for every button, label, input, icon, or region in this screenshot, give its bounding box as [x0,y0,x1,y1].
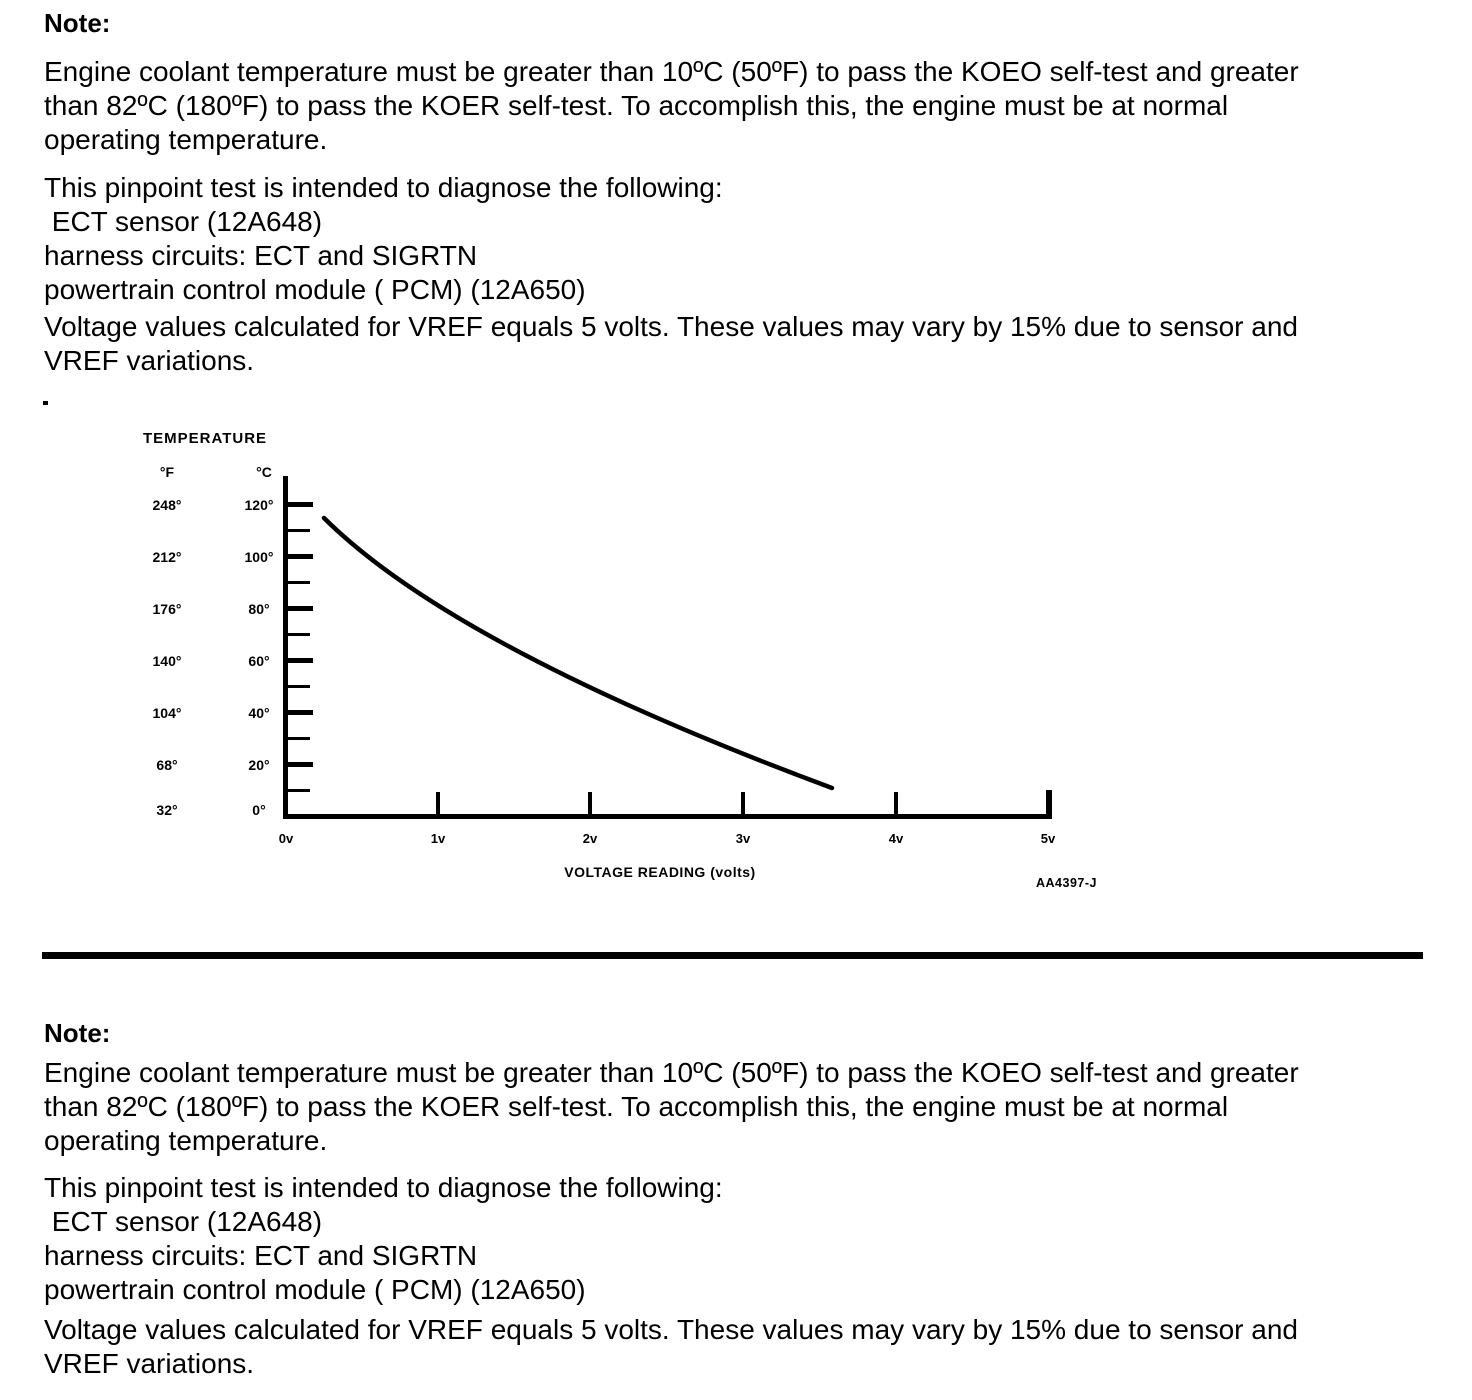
y-tick-label-f: 176° [152,601,182,617]
y-tick-label-c: 120° [244,497,274,513]
paragraph-vref-values: Voltage values calculated for VREF equal… [44,311,1298,376]
paragraph-coolant-temperature: Engine coolant temperature must be great… [44,1057,1299,1156]
paragraph-coolant-temperature: Engine coolant temperature must be great… [44,56,1299,155]
fahrenheit-axis-header: °F [159,464,175,480]
y-tick-label-f: 140° [152,653,182,669]
y-tick-label-f: 248° [152,497,182,513]
chart-title: TEMPERATURE [143,430,268,447]
y-tick-label-c: 100° [244,549,274,565]
y-tick-label-c: 0° [252,802,266,818]
y-tick-label-c: 40° [248,705,270,721]
stray-mark [43,401,48,405]
paragraph-vref-values: Voltage values calculated for VREF equal… [44,1314,1298,1379]
x-tick-label: 5v [1040,831,1056,846]
figure-code: AA4397-J [1036,876,1097,890]
ect-sensor-curve [321,515,835,791]
paragraph-pinpoint-diagnose: This pinpoint test is intended to diagno… [44,172,723,305]
paragraph-pinpoint-diagnose: This pinpoint test is intended to diagno… [44,1172,723,1305]
y-tick-label-f: 212° [152,549,182,565]
y-tick-label-f: 104° [152,705,182,721]
axes [283,476,1052,819]
x-tick-label: 4v [888,831,904,846]
section-divider [42,952,1423,959]
x-ticks [436,790,1052,814]
note-heading: Note: [44,1018,111,1048]
x-axis-label: VOLTAGE READING (volts) [564,864,756,880]
x-axis-line [283,814,1052,819]
y-tick-label-c: 80° [248,601,270,617]
x-tick-label: 1v [430,831,446,846]
y-axis-line [283,476,288,819]
x-tick-label: 2v [582,831,598,846]
celsius-axis-header: °C [256,464,272,480]
y-tick-label-c: 60° [248,653,270,669]
y-major-ticks [288,502,313,767]
x-tick-label: 0v [278,831,294,846]
note-heading: Note: [44,8,111,38]
y-minor-ticks [288,529,310,792]
y-tick-label-f: 68° [156,757,178,773]
x-tick-label: 3v [735,831,751,846]
y-tick-label-c: 20° [248,757,270,773]
y-tick-label-f: 32° [156,802,178,818]
